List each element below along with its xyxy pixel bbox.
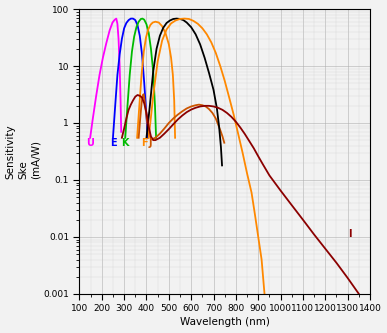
- Y-axis label: Sensitivity
Ske
(mA/W): Sensitivity Ske (mA/W): [5, 124, 40, 179]
- Text: F: F: [141, 138, 148, 148]
- Text: J: J: [149, 138, 152, 148]
- X-axis label: Wavelength (nm): Wavelength (nm): [180, 317, 270, 327]
- Text: U: U: [86, 138, 94, 148]
- Text: I: I: [348, 228, 352, 238]
- Text: E: E: [110, 138, 117, 148]
- Text: K: K: [122, 138, 129, 148]
